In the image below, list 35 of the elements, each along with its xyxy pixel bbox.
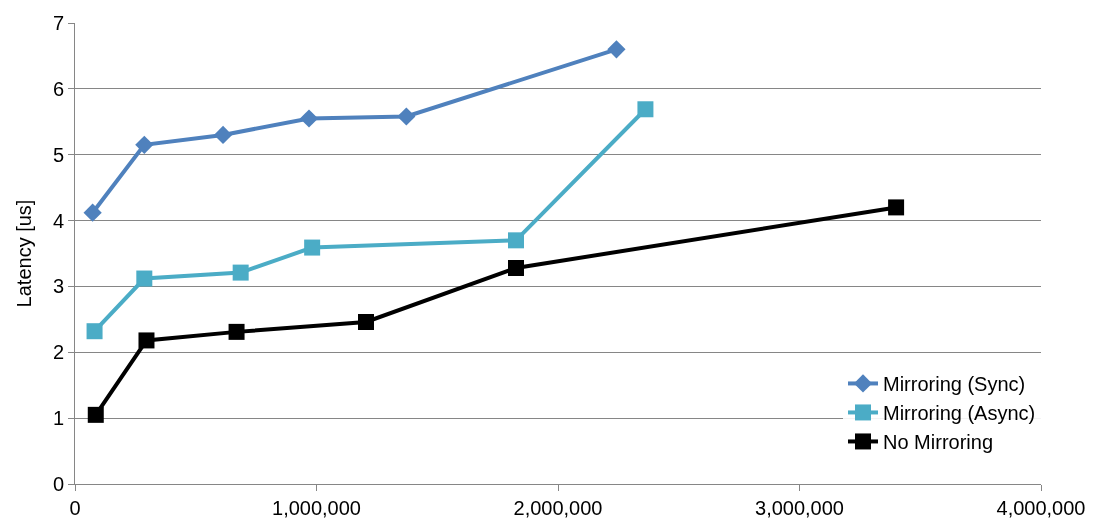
point xyxy=(135,135,154,154)
point xyxy=(637,101,654,118)
point xyxy=(83,203,102,222)
point xyxy=(138,332,155,349)
y-tick-label: 2 xyxy=(52,341,64,364)
x-tick-label: 2,000,000 xyxy=(513,497,603,519)
x-tick-label: 3,000,000 xyxy=(755,497,844,519)
point xyxy=(507,259,524,276)
point xyxy=(87,406,104,423)
y-tick-label: 7 xyxy=(52,12,64,34)
x-tick-label: 0 xyxy=(69,497,81,519)
point xyxy=(136,270,153,287)
y-tick-label: 5 xyxy=(52,143,64,166)
x-tick-label: 1,000,000 xyxy=(272,497,361,519)
point xyxy=(397,107,416,126)
legend-label: Mirroring (Async) xyxy=(883,402,1036,425)
point xyxy=(888,199,905,216)
point xyxy=(507,232,524,249)
y-axis-title: Latency [us] xyxy=(13,199,36,308)
legend-label: No Mirroring xyxy=(883,431,994,454)
point xyxy=(299,109,319,128)
y-tick-label: 6 xyxy=(52,77,64,100)
point xyxy=(86,323,103,340)
x-tick-label: 4,000,000 xyxy=(996,497,1086,519)
point xyxy=(232,264,249,281)
point xyxy=(358,313,375,330)
point xyxy=(228,323,245,340)
y-tick-label: 4 xyxy=(52,209,64,232)
y-tick-label: 3 xyxy=(52,275,64,298)
y-tick-label: 0 xyxy=(52,473,64,495)
legend-label: Mirroring (Sync) xyxy=(883,373,1026,396)
y-tick-label: 1 xyxy=(52,407,64,430)
point xyxy=(607,40,626,59)
point xyxy=(304,239,321,256)
point xyxy=(213,125,233,145)
